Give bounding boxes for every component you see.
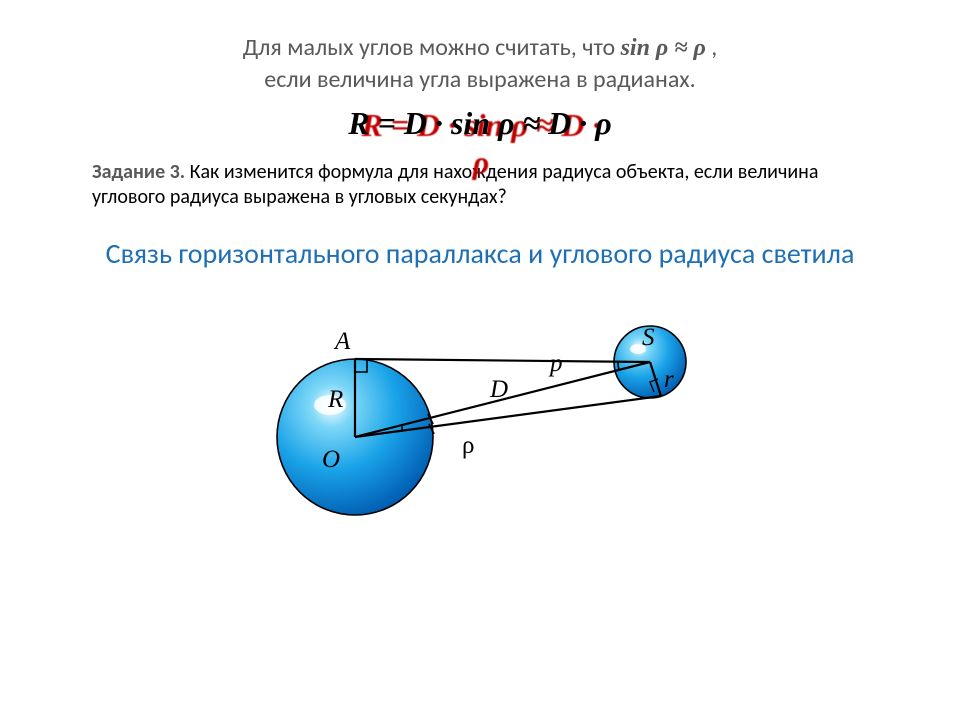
- label-O: O: [322, 446, 340, 473]
- label-R: R: [327, 386, 343, 413]
- formula-main: R = D · sin ρ ≈ D · ρ: [348, 105, 611, 141]
- task-label: Задание 3.: [92, 160, 185, 184]
- intro-inline-formula: sin ρ ≈ ρ: [621, 35, 706, 61]
- intro-line2: если величина угла выражена в радианах.: [264, 65, 695, 94]
- label-rho: ρ: [462, 432, 474, 459]
- intro-text: Для малых углов можно считать, что sin ρ…: [80, 32, 880, 95]
- label-p: p: [548, 350, 563, 377]
- parallax-diagram: A O R D p ρ S r: [0, 297, 960, 532]
- label-A: A: [333, 328, 351, 355]
- intro-part2: ,: [706, 33, 717, 62]
- intro-part1: Для малых углов можно считать, что: [243, 33, 621, 62]
- subtitle: Связь горизонтального параллакса и углов…: [90, 236, 870, 272]
- label-S: S: [642, 324, 655, 351]
- label-r: r: [664, 366, 674, 393]
- segment-AS: [355, 359, 650, 362]
- main-formula: R = D · sin ρ ≈ D · ρ R = D · sin ρ ≈ D …: [0, 105, 960, 142]
- label-D: D: [489, 376, 508, 403]
